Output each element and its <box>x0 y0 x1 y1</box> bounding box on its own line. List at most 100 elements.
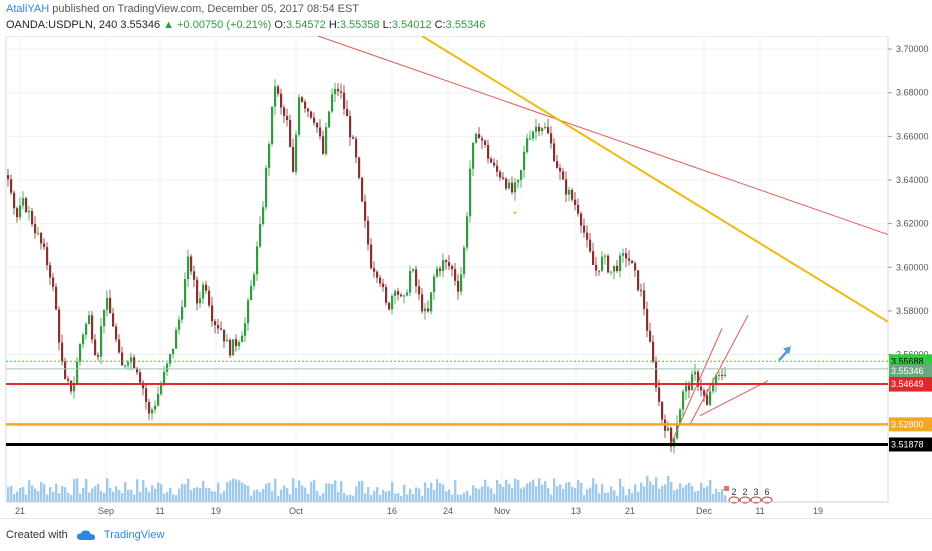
volume-bar <box>196 487 199 502</box>
volume-bar <box>157 482 160 502</box>
x-tick-label: 24 <box>443 506 453 516</box>
volume-bar <box>655 477 658 502</box>
candle-body <box>484 140 487 146</box>
volume-bar <box>358 481 361 502</box>
candle-body <box>358 157 361 178</box>
volume-bar <box>520 488 523 502</box>
footer-credit: Created with TradingView <box>6 529 164 541</box>
badge-black-bg <box>889 437 932 452</box>
candle-body <box>628 258 631 261</box>
candle-body <box>574 199 577 205</box>
candle-body <box>160 384 163 395</box>
y-tick-label: 3.58000 <box>896 306 929 316</box>
volume-bar <box>712 494 715 502</box>
volume-bar <box>631 492 634 502</box>
volume-bar <box>190 490 193 502</box>
volume-bar <box>25 494 28 502</box>
volume-bar <box>250 495 253 502</box>
created-with-text: Created with <box>6 529 68 541</box>
volume-bar <box>463 492 466 502</box>
volume-bar <box>178 488 181 502</box>
candle-body <box>220 328 223 330</box>
volume-bar <box>238 480 241 502</box>
volume-bar <box>124 482 127 502</box>
volume-bar <box>232 478 235 502</box>
candle-body <box>547 127 550 134</box>
volume-bar <box>19 488 22 502</box>
low-value: 3.54012 <box>391 19 432 31</box>
volume-bar <box>544 481 547 502</box>
tradingview-link[interactable]: TradingView <box>103 529 165 541</box>
candle-body <box>343 92 346 109</box>
candle-body <box>469 168 472 217</box>
candle-body <box>28 211 31 213</box>
candle-body <box>637 270 640 291</box>
candle-body <box>631 260 634 264</box>
volume-bar <box>85 478 88 502</box>
volume-bar <box>142 480 145 502</box>
candle-body <box>385 287 388 303</box>
volume-bar <box>451 494 454 502</box>
symbol-label[interactable]: OANDA:USDPLN, 240 <box>6 19 118 31</box>
volume-bar <box>40 481 43 502</box>
trendline-yellow <box>421 36 889 323</box>
publish-info: published on TradingView.com, December 0… <box>52 3 360 15</box>
candle-body <box>445 260 448 263</box>
x-tick-label: 13 <box>571 506 581 516</box>
volume-bar <box>700 482 703 502</box>
volume-bar <box>427 487 430 502</box>
candle-body <box>430 292 433 312</box>
volume-bar <box>508 483 511 502</box>
volume-bar <box>547 488 550 502</box>
volume-bar <box>325 483 328 502</box>
volume-bar <box>715 488 718 502</box>
price-chart[interactable]: 3.70000 3.68000 3.66000 3.64000 3.62000 3.600… <box>0 36 932 518</box>
candle-body <box>610 271 613 273</box>
candle-body <box>97 355 100 357</box>
volume-bar <box>412 494 415 502</box>
candle-body <box>535 126 538 132</box>
candle-body <box>121 352 124 366</box>
candle-body <box>25 198 28 213</box>
candle-body <box>169 354 172 364</box>
volume-bar <box>718 491 721 502</box>
candle-body <box>655 361 658 388</box>
low-label: L: <box>382 19 392 31</box>
candle-body <box>265 167 268 208</box>
author-link[interactable]: AtaliYAH <box>6 3 50 15</box>
volume-bar <box>289 494 292 502</box>
candle-body <box>523 152 526 171</box>
volume-bar <box>454 480 457 502</box>
volume-bar <box>265 483 268 502</box>
volume-bar <box>166 491 169 502</box>
candle-body <box>346 108 349 117</box>
open-value: 3.54572 <box>285 19 326 31</box>
volume-bar <box>571 486 574 502</box>
candle-body <box>349 116 352 138</box>
candle-body <box>184 279 187 307</box>
volume-bar <box>391 481 394 502</box>
candle-body <box>118 339 121 353</box>
volume-bar <box>424 482 427 502</box>
volume-bar <box>481 486 484 502</box>
volume-bar <box>595 484 598 502</box>
candle-body <box>673 438 676 447</box>
candle-body <box>298 97 301 135</box>
candle-body <box>199 298 202 304</box>
volume-bar <box>97 483 100 502</box>
event-count: 2 <box>731 487 736 497</box>
volume-bar <box>466 490 469 502</box>
volume-bar <box>502 487 505 502</box>
candle-body <box>151 409 154 414</box>
badge-orange-bg <box>889 417 932 432</box>
volume-bar <box>217 482 220 502</box>
candle-body <box>325 127 328 154</box>
candle-body <box>232 339 235 356</box>
candle-body <box>271 106 274 145</box>
candle-body <box>511 182 514 193</box>
candle-body <box>301 97 304 102</box>
candle-body <box>67 378 70 381</box>
candle-body <box>43 243 46 248</box>
volume-bar <box>652 484 655 502</box>
candle-body <box>460 274 463 292</box>
